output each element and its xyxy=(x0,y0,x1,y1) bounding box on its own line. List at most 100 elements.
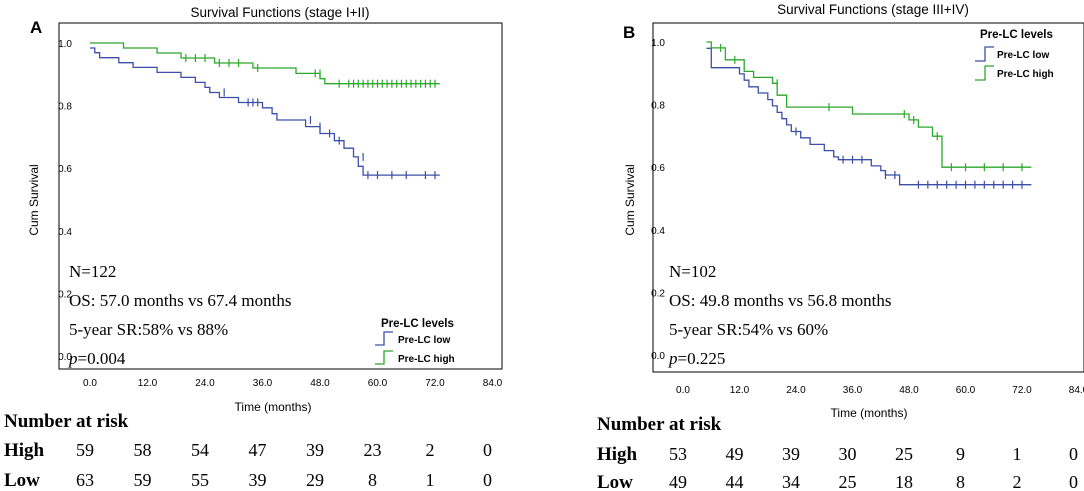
panel-b: B Survival Functions (stage III+IV) Cum … xyxy=(597,2,1084,491)
panel-a-risk-high-value: 58 xyxy=(134,440,152,460)
panel-b-axes: 0.0 0.2 0.4 0.6 0.8 1.0 0.0 12.0 24.0 36.0 48.0 60.… xyxy=(651,38,1084,396)
panel-a: A Survival Functions (stage I+II) Cum Su… xyxy=(4,5,503,491)
panel-b-risk-low-value: 18 xyxy=(895,472,913,491)
panel-b-y-tick-label: 0.8 xyxy=(651,101,665,112)
panel-b-y-tick-label: 0.6 xyxy=(651,163,665,174)
panel-a-x-axis-label: Time (months) xyxy=(235,400,312,414)
panel-b-y-tick-label: 1.0 xyxy=(651,38,665,49)
panel-a-x-tick-label: 24.0 xyxy=(195,378,215,389)
panel-b-p-label: p xyxy=(668,349,678,368)
panel-b-x-tick-label: 60.0 xyxy=(956,385,976,396)
panel-b-risk-high-value: 9 xyxy=(956,444,965,464)
panel-b-x-tick-label: 84.0 xyxy=(1069,385,1084,396)
panel-b-x-tick-label: 36.0 xyxy=(843,385,863,396)
panel-b-risk-high-value: 49 xyxy=(726,444,744,464)
panel-a-p-label: p xyxy=(68,349,78,368)
panel-a-risk-low-value: 55 xyxy=(191,470,209,490)
panel-a-p-value: =0.004 xyxy=(78,349,126,368)
panel-b-risk-low-value: 34 xyxy=(782,472,800,491)
panel-a-risk-high-value: 59 xyxy=(76,440,94,460)
panel-b-risk-row-low-label: Low xyxy=(597,472,633,491)
panel-b-y-axis-label: Cum Survival xyxy=(623,164,637,235)
panel-a-legend-swatch-high xyxy=(375,350,393,365)
panel-a-risk-high-value: 0 xyxy=(483,440,492,460)
panel-b-legend: Pre-LC levels Pre-LC low Pre-LC high xyxy=(975,29,1054,81)
panel-a-plot-frame xyxy=(58,22,503,370)
panel-b-risk-low-value: 44 xyxy=(726,472,744,491)
panel-a-risk-high-value: 47 xyxy=(249,440,267,460)
panel-a-risk-table: Number at risk High Low 59 58 54 47 39 23 2 0 63… xyxy=(4,411,492,491)
panel-b-x-tick-label: 72.0 xyxy=(1012,385,1032,396)
panel-a-x-tick-label: 36.0 xyxy=(253,378,273,389)
panel-a-risk-low-value: 59 xyxy=(134,470,152,490)
panel-b-annotation-os: OS: 49.8 months vs 56.8 months xyxy=(669,291,891,310)
panel-a-risk-high-value: 54 xyxy=(191,440,209,460)
panel-a-y-axis-label: Cum Survival xyxy=(27,164,41,235)
panel-a-title: Survival Functions (stage I+II) xyxy=(191,5,370,20)
panel-b-y-tick-label: 0.2 xyxy=(651,288,665,299)
panel-b-legend-label-high: Pre-LC high xyxy=(997,69,1054,80)
panel-a-annotation-n: N=122 xyxy=(69,262,116,281)
panel-a-risk-row-low-label: Low xyxy=(4,470,40,491)
panel-a-x-tick-label: 84.0 xyxy=(483,378,503,389)
panel-a-y-tick-label: 0.6 xyxy=(58,164,72,175)
panel-a-legend: Pre-LC levels Pre-LC low Pre-LC high xyxy=(375,318,455,365)
panel-b-risk-low-value: 49 xyxy=(669,472,687,491)
panel-a-risk-low-value: 0 xyxy=(483,470,492,490)
panel-a-annotation-sr: 5-year SR:58% vs 88% xyxy=(69,320,228,339)
panel-a-risk-high-value: 23 xyxy=(364,440,382,460)
panel-b-legend-swatch-low xyxy=(975,46,994,62)
panel-b-risk-high-value: 0 xyxy=(1069,444,1078,464)
panel-a-risk-low-value: 1 xyxy=(426,470,435,490)
panel-a-y-tick-label: 0.8 xyxy=(58,102,72,113)
panel-b-label: B xyxy=(623,23,635,42)
panel-a-risk-high-value: 39 xyxy=(306,440,324,460)
panel-a-risk-table-title: Number at risk xyxy=(4,411,129,432)
panel-a-censor-marks-high xyxy=(185,54,436,88)
panel-b-risk-high-value: 39 xyxy=(782,444,800,464)
panel-b-risk-high-value: 53 xyxy=(669,444,687,464)
panel-b-legend-label-low: Pre-LC low xyxy=(997,50,1049,61)
panel-a-legend-swatch-low xyxy=(375,331,393,346)
panel-b-risk-high-value: 30 xyxy=(839,444,857,464)
panel-b-curve-low xyxy=(706,47,1032,186)
panel-b-risk-low-value: 0 xyxy=(1069,472,1078,491)
panel-a-curve-low xyxy=(90,47,440,176)
panel-a-x-tick-label: 60.0 xyxy=(368,378,388,389)
panel-b-risk-low-value: 8 xyxy=(956,472,965,491)
panel-a-x-tick-label: 72.0 xyxy=(425,378,445,389)
panel-a-risk-low-value: 8 xyxy=(368,470,377,490)
panel-a-annotation-os: OS: 57.0 months vs 67.4 months xyxy=(69,291,291,310)
panel-a-axes: 0.0 0.2 0.4 0.6 0.8 1.0 0.0 12.0 24.0 36.0 48.0 60.… xyxy=(58,39,503,389)
panel-a-risk-high-value: 2 xyxy=(426,440,435,460)
panel-a-y-tick-label: 0.0 xyxy=(58,352,72,363)
panel-a-curve-high xyxy=(90,42,440,85)
panel-b-title: Survival Functions (stage III+IV) xyxy=(777,2,969,17)
panel-b-y-tick-label: 0.4 xyxy=(651,226,665,237)
panel-a-risk-low-value: 63 xyxy=(76,470,94,490)
panel-b-x-tick-label: 12.0 xyxy=(730,385,750,396)
panel-a-risk-low-value: 39 xyxy=(249,470,267,490)
panel-a-legend-label-high: Pre-LC high xyxy=(398,354,455,365)
panel-b-annotation-n: N=102 xyxy=(669,262,716,281)
panel-a-censor-marks-low xyxy=(223,88,436,180)
panel-b-x-tick-label: 0.0 xyxy=(676,385,690,396)
panel-b-x-axis-label: Time (months) xyxy=(831,406,908,420)
panel-a-legend-title: Pre-LC levels xyxy=(381,318,454,330)
panel-b-p-value: =0.225 xyxy=(678,349,726,368)
panel-b-risk-values: 53 49 39 30 25 9 1 0 49 44 34 25 18 8 2 0 xyxy=(669,444,1078,491)
panel-b-annotation-p: p=0.225 xyxy=(668,349,725,368)
panel-a-risk-row-high-label: High xyxy=(4,440,45,461)
panel-b-curve-high xyxy=(706,41,1032,168)
panel-a-x-tick-label: 12.0 xyxy=(138,378,158,389)
panel-b-risk-row-high-label: High xyxy=(597,444,638,465)
panel-a-x-tick-label: 48.0 xyxy=(310,378,330,389)
panel-b-legend-swatch-high xyxy=(975,65,994,81)
panel-b-x-tick-label: 24.0 xyxy=(786,385,806,396)
panel-a-y-tick-label: 0.4 xyxy=(58,227,72,238)
panel-a-y-tick-label: 0.2 xyxy=(58,289,72,300)
panel-a-legend-label-low: Pre-LC low xyxy=(398,335,450,346)
panel-b-risk-table: Number at risk High Low 53 49 39 30 25 9 1 0 49 4… xyxy=(597,414,1078,491)
panel-a-risk-low-value: 29 xyxy=(306,470,324,490)
